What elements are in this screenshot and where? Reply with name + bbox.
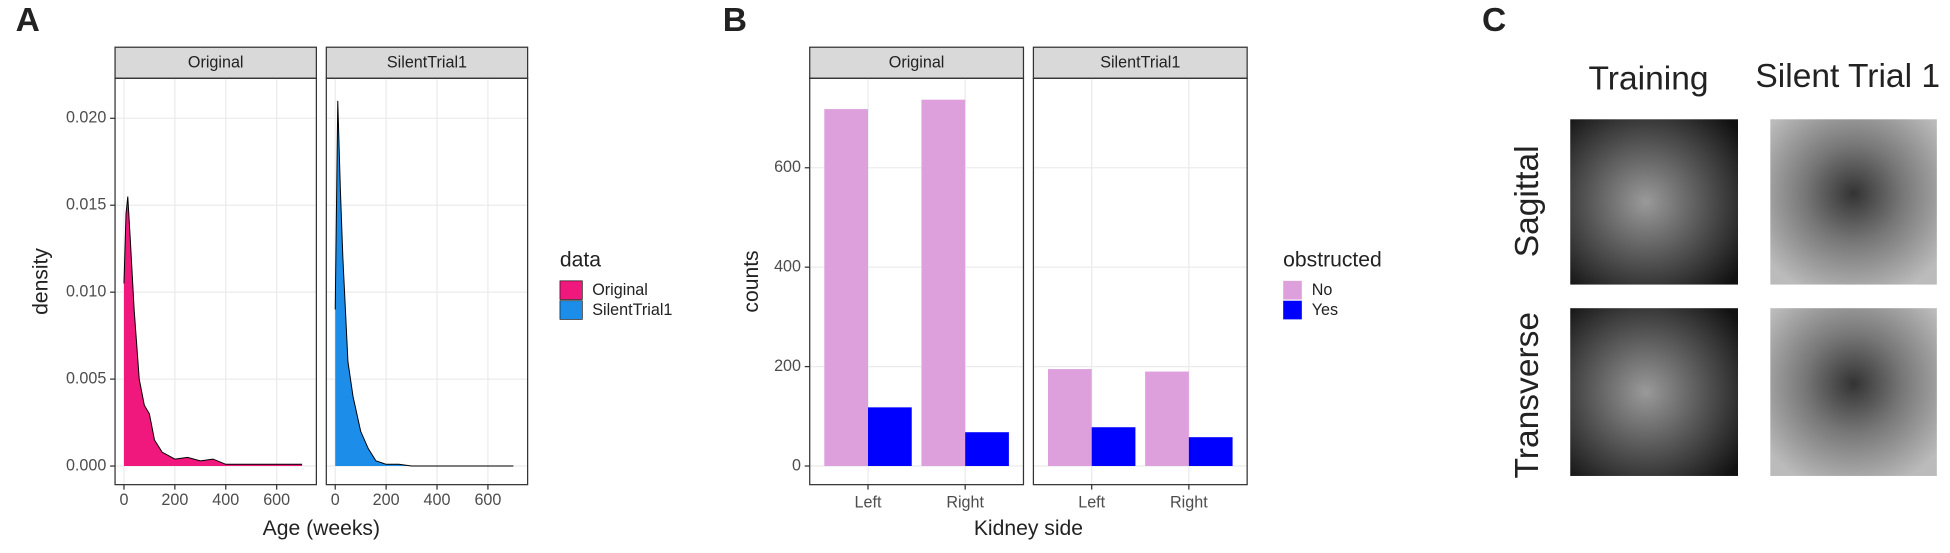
y-tick-label: 0.015 — [66, 195, 106, 213]
legend-label: No — [1312, 281, 1333, 299]
strip-label: SilentTrial1 — [387, 54, 467, 72]
x-axis-title: Kidney side — [974, 517, 1083, 540]
y-axis-title: counts — [740, 250, 763, 312]
x-tick-label: 600 — [263, 491, 290, 509]
density-line — [334, 100, 514, 467]
x-tick-label: 0 — [119, 491, 128, 509]
y-tick-label: 0.005 — [66, 369, 106, 387]
y-tick-label: 0 — [792, 456, 801, 474]
panel-border — [809, 77, 1025, 486]
legend-key — [559, 280, 583, 300]
legend-label: SilentTrial1 — [592, 301, 672, 319]
bar — [1188, 437, 1233, 467]
bar — [1091, 427, 1136, 467]
row-title: Transverse — [1509, 312, 1546, 479]
x-tick-label: Left — [1078, 494, 1105, 512]
row-title: Sagittal — [1509, 145, 1546, 257]
bar — [965, 432, 1009, 467]
legend-title: data — [560, 249, 601, 272]
panel-letter: C — [1482, 2, 1506, 39]
density-line — [123, 196, 303, 465]
column-title: Silent Trial 1 — [1755, 58, 1940, 95]
x-tick-label: 0 — [331, 491, 340, 509]
strip-label: Original — [889, 54, 945, 72]
x-tick-label: 600 — [474, 491, 501, 509]
x-tick-label: 200 — [373, 491, 400, 509]
y-tick-label: 600 — [774, 158, 801, 176]
legend-label: Original — [592, 281, 648, 299]
density-area — [123, 196, 303, 467]
x-tick-label: 400 — [212, 491, 239, 509]
panel-border — [325, 77, 529, 486]
y-tick-label: 0.010 — [66, 282, 106, 300]
ultrasound-image — [1770, 308, 1937, 476]
panel-border — [114, 77, 317, 486]
bar — [868, 407, 912, 467]
density-area — [335, 100, 514, 467]
legend-key — [559, 300, 583, 320]
bar — [921, 99, 966, 467]
y-tick-label: 0.000 — [66, 456, 106, 474]
bar — [1047, 369, 1092, 467]
strip — [114, 46, 317, 79]
ultrasound-image — [1770, 119, 1937, 285]
panel-background — [326, 78, 528, 485]
ultrasound-image — [1570, 308, 1739, 476]
y-tick-label: 0.020 — [66, 109, 106, 127]
legend-key — [1283, 280, 1302, 300]
y-tick-label: 400 — [774, 257, 801, 275]
strip — [809, 46, 1025, 79]
panel-letter: A — [16, 2, 40, 39]
bar — [1145, 371, 1189, 467]
x-tick-label: Left — [855, 494, 882, 512]
x-tick-label: 200 — [161, 491, 188, 509]
legend-key — [1283, 300, 1302, 320]
y-axis-title: density — [29, 248, 52, 315]
bar — [824, 109, 869, 467]
strip-label: SilentTrial1 — [1100, 54, 1180, 72]
ultrasound-image — [1570, 119, 1739, 285]
panel-border — [1032, 77, 1248, 486]
x-tick-label: Right — [1170, 494, 1208, 512]
legend-title: obstructed — [1283, 249, 1382, 272]
x-tick-label: 400 — [424, 491, 451, 509]
strip — [1032, 46, 1248, 79]
x-tick-label: Right — [946, 494, 984, 512]
column-title: Training — [1589, 61, 1709, 98]
panel-letter: B — [723, 2, 747, 39]
x-axis-title: Age (weeks) — [263, 517, 380, 540]
legend-label: Yes — [1312, 301, 1338, 319]
strip-label: Original — [188, 54, 244, 72]
y-tick-label: 200 — [774, 357, 801, 375]
